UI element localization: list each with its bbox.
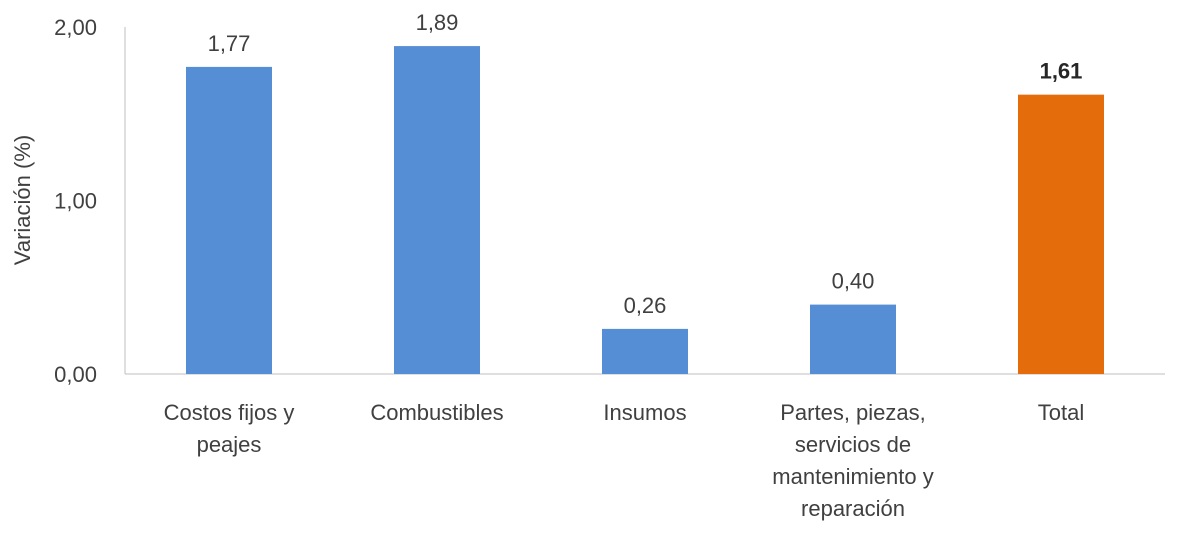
y-axis-title: Variación (%): [10, 135, 35, 265]
category-labels: Costos fijos y peajes Combustibles Insumos P…: [164, 400, 1085, 521]
axes: [124, 27, 1165, 375]
data-label: 0,26: [624, 293, 667, 318]
category-label: Insumos: [603, 400, 686, 425]
category-label: Combustibles: [370, 400, 503, 425]
category-label-line: peajes: [197, 432, 262, 457]
data-labels: 1,77 1,89 0,26 0,40 1,61: [208, 10, 1083, 318]
bar: [394, 46, 480, 375]
bar: [602, 328, 688, 374]
y-tick-label: 0,00: [54, 362, 97, 387]
category-label-line: servicios de: [795, 432, 911, 457]
category-label-line: reparación: [801, 496, 905, 521]
y-tick-label: 1,00: [54, 189, 97, 214]
category-label-line: Partes, piezas,: [780, 400, 926, 425]
bar: [810, 304, 896, 374]
category-label-line: Insumos: [603, 400, 686, 425]
category-label-line: Combustibles: [370, 400, 503, 425]
bar: [1018, 94, 1104, 374]
category-label: Total: [1038, 400, 1084, 425]
category-label: Costos fijos y peajes: [164, 400, 295, 457]
data-label: 1,77: [208, 31, 251, 56]
category-label-line: Costos fijos y: [164, 400, 295, 425]
category-label-line: mantenimiento y: [772, 464, 933, 489]
category-label: Partes, piezas, servicios de mantenimiento…: [772, 400, 933, 521]
data-label: 1,61: [1040, 59, 1083, 84]
category-label-line: Total: [1038, 400, 1084, 425]
y-tick-label: 2,00: [54, 15, 97, 40]
y-tick-labels: 0,00 1,00 2,00: [54, 15, 97, 387]
bars: [186, 46, 1104, 375]
bar: [186, 66, 272, 374]
data-label: 0,40: [832, 269, 875, 294]
data-label: 1,89: [416, 10, 459, 35]
